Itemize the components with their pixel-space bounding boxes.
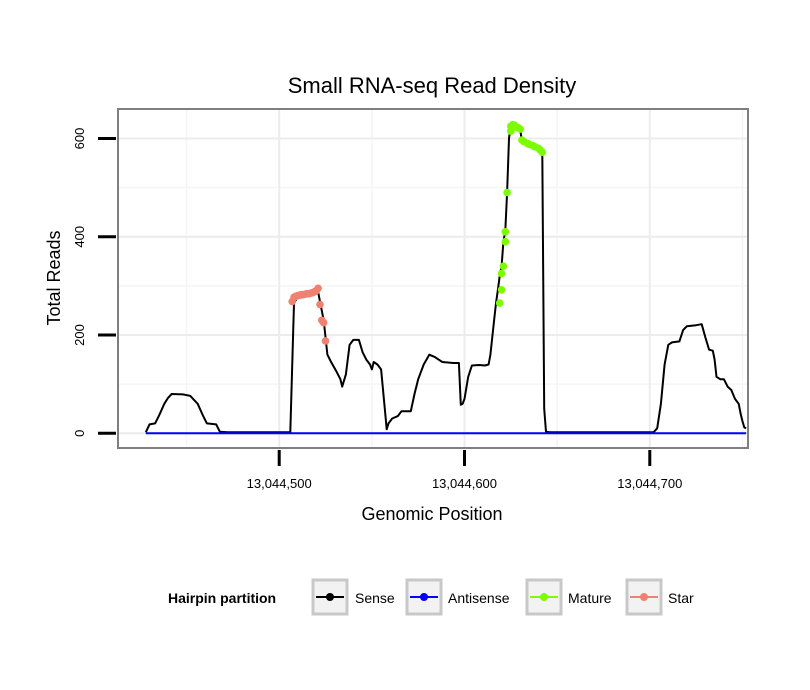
x-axis-title: Genomic Position bbox=[361, 504, 502, 524]
legend-key-dot bbox=[640, 593, 648, 601]
legend-key-dot bbox=[420, 593, 428, 601]
y-axis-title: Total Reads bbox=[44, 230, 64, 325]
x-tick-label: 13,044,500 bbox=[247, 476, 312, 491]
legend-item-star: Star bbox=[625, 578, 694, 616]
y-tick-label: 200 bbox=[72, 324, 87, 346]
plot-background bbox=[118, 109, 748, 448]
legend-key-dot bbox=[540, 593, 548, 601]
y-tick-label: 600 bbox=[72, 128, 87, 150]
chart-title: Small RNA-seq Read Density bbox=[288, 73, 577, 98]
legend-label-antisense: Antisense bbox=[448, 590, 510, 606]
point-mature bbox=[501, 237, 510, 246]
plot-border bbox=[117, 108, 749, 449]
point-mature bbox=[497, 286, 506, 294]
point-mature bbox=[501, 228, 510, 236]
point-mature bbox=[538, 148, 547, 156]
legend-key-dot bbox=[326, 593, 334, 601]
y-tick-label: 0 bbox=[72, 430, 87, 437]
legend-label-mature: Mature bbox=[568, 590, 612, 606]
series-layer bbox=[144, 120, 747, 435]
point-star bbox=[316, 300, 324, 309]
point-star bbox=[319, 318, 328, 327]
x-axis: 13,044,500 13,044,600 13,044,700 bbox=[247, 450, 682, 491]
point-mature bbox=[497, 269, 506, 278]
point-mature bbox=[516, 125, 524, 133]
legend-item-mature: Mature bbox=[525, 578, 612, 616]
y-axis: 0 200 400 600 bbox=[72, 128, 116, 437]
point-mature bbox=[495, 299, 504, 307]
legend: Hairpin partition Sense Antisense Mature… bbox=[168, 578, 694, 616]
legend-title: Hairpin partition bbox=[168, 590, 276, 606]
legend-label-sense: Sense bbox=[355, 590, 395, 606]
y-tick-label: 400 bbox=[72, 226, 87, 248]
point-mature bbox=[499, 262, 508, 271]
point-mature bbox=[503, 188, 511, 197]
legend-item-antisense: Antisense bbox=[405, 578, 510, 616]
point-star bbox=[314, 284, 322, 293]
legend-item-sense: Sense bbox=[311, 578, 395, 616]
x-tick-label: 13,044,600 bbox=[432, 476, 497, 491]
x-tick-label: 13,044,700 bbox=[617, 476, 682, 491]
legend-label-star: Star bbox=[668, 590, 694, 606]
point-star bbox=[321, 337, 330, 345]
plot-panel bbox=[117, 108, 749, 449]
